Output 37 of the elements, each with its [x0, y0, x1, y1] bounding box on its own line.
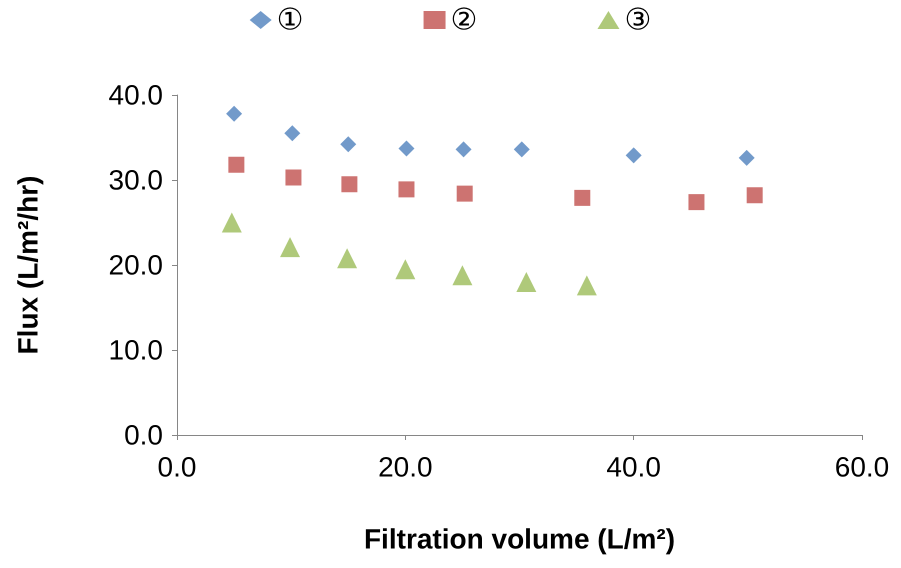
legend-label: ② [450, 4, 478, 36]
point [576, 275, 597, 296]
point [574, 190, 590, 206]
x-tick-label: 20.0 [378, 452, 433, 482]
y-tick-label: 10.0 [108, 334, 163, 366]
point [626, 147, 642, 164]
y-tick-label: 20.0 [108, 250, 163, 280]
point [514, 141, 530, 158]
legend-label: ① [276, 4, 304, 36]
x-tick-label: 60.0 [834, 452, 890, 482]
point [226, 106, 242, 122]
point [228, 156, 244, 173]
point [222, 212, 242, 232]
point [516, 272, 536, 292]
y-tick-label: 0.0 [124, 420, 163, 450]
point [398, 181, 414, 198]
point [398, 140, 414, 157]
x-axis-title: Filtration volume (L/m²) [364, 524, 676, 554]
y-tick-label: 30.0 [108, 164, 163, 196]
x-tick-label: 40.0 [606, 452, 661, 482]
x-tick-label: 0.0 [158, 452, 196, 482]
point [746, 187, 763, 204]
y-tick-label: 40.0 [108, 80, 163, 110]
point [341, 176, 358, 192]
point [284, 125, 300, 142]
legend-label: ③ [624, 4, 652, 36]
point [456, 141, 472, 158]
point [395, 259, 416, 280]
point [337, 248, 358, 268]
point [456, 186, 473, 202]
y-axis-title: Flux (L/m²/hr) [12, 176, 44, 354]
point [285, 169, 302, 186]
point [688, 194, 704, 210]
point [738, 150, 755, 166]
point [280, 237, 300, 258]
point [340, 136, 356, 152]
point [452, 265, 472, 286]
